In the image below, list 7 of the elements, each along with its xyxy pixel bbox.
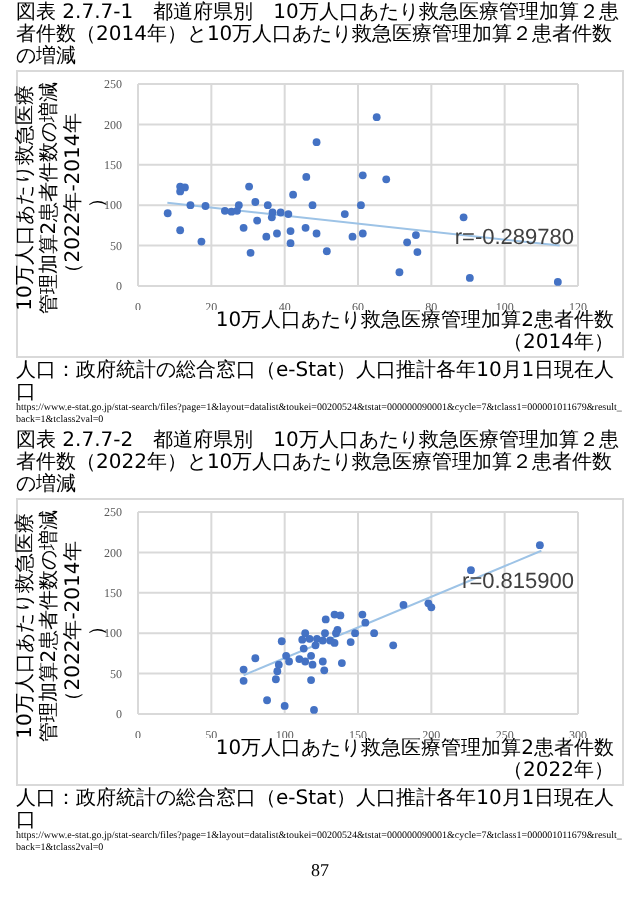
chart-title: 図表 2.7.7-2 都道府県別 10万人口あたり救急医療管理加算２患者件数（2022年）と10万人口あたり救急医療管理加算２患者件数の増減 (16, 430, 621, 496)
x-axis-title: 10万人口あたり救急医療管理加算2患者件数（2022年） (215, 738, 614, 782)
text: 87 (309, 860, 331, 882)
x-axis-title: 10万人口あたり救急医療管理加算2患者件数（2014年） (215, 310, 614, 354)
annotation: r=-0.289780 (454, 226, 574, 250)
annotation: r=0.815900 (462, 570, 574, 594)
chart-title: 図表 2.7.7-1 都道府県別 10万人口あたり救急医療管理加算２患者件数（2014年）と10万人口あたり救急医療管理加算２患者件数の増減 (16, 2, 621, 68)
